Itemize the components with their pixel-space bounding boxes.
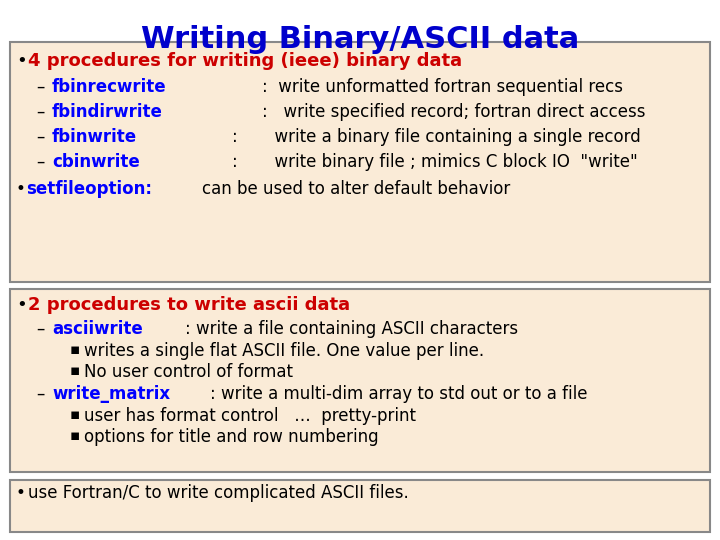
Text: :       write a binary file containing a single record: : write a binary file containing a singl… bbox=[232, 128, 641, 146]
Text: use Fortran/C to write complicated ASCII files.: use Fortran/C to write complicated ASCII… bbox=[28, 484, 409, 502]
Text: ▪: ▪ bbox=[70, 407, 81, 422]
Text: 4 procedures for writing (ieee) binary data: 4 procedures for writing (ieee) binary d… bbox=[28, 52, 462, 70]
Text: •: • bbox=[16, 296, 27, 314]
Text: : write a multi-dim array to std out or to a file: : write a multi-dim array to std out or … bbox=[210, 385, 588, 403]
Text: ▪: ▪ bbox=[70, 342, 81, 357]
Text: ▪: ▪ bbox=[70, 363, 81, 378]
Text: 2 procedures to write ascii data: 2 procedures to write ascii data bbox=[28, 296, 350, 314]
Text: –: – bbox=[36, 103, 45, 121]
Text: setfileoption:: setfileoption: bbox=[26, 180, 152, 198]
Text: :   write specified record; fortran direct access: : write specified record; fortran direct… bbox=[262, 103, 646, 121]
Text: Writing Binary/ASCII data: Writing Binary/ASCII data bbox=[141, 25, 579, 54]
Text: writes a single flat ASCII file. One value per line.: writes a single flat ASCII file. One val… bbox=[84, 342, 484, 360]
Text: can be used to alter default behavior: can be used to alter default behavior bbox=[202, 180, 510, 198]
Text: •: • bbox=[16, 52, 27, 70]
Text: : write a file containing ASCII characters: : write a file containing ASCII characte… bbox=[185, 320, 518, 338]
Text: :  write unformatted fortran sequential recs: : write unformatted fortran sequential r… bbox=[262, 78, 623, 96]
Text: user has format control   …  pretty-print: user has format control … pretty-print bbox=[84, 407, 416, 425]
Text: asciiwrite: asciiwrite bbox=[52, 320, 143, 338]
Text: options for title and row numbering: options for title and row numbering bbox=[84, 428, 379, 446]
Text: –: – bbox=[36, 153, 45, 171]
Text: :       write binary file ; mimics C block IO  "write": : write binary file ; mimics C block IO … bbox=[232, 153, 638, 171]
Text: fbindirwrite: fbindirwrite bbox=[52, 103, 163, 121]
Text: •: • bbox=[16, 180, 26, 198]
Text: –: – bbox=[36, 385, 45, 403]
Text: write_matrix: write_matrix bbox=[52, 385, 170, 403]
Text: •: • bbox=[16, 484, 26, 502]
Text: –: – bbox=[36, 128, 45, 146]
Text: fbinwrite: fbinwrite bbox=[52, 128, 137, 146]
Text: ▪: ▪ bbox=[70, 428, 81, 443]
Text: No user control of format: No user control of format bbox=[84, 363, 293, 381]
Text: fbinrecwrite: fbinrecwrite bbox=[52, 78, 166, 96]
FancyBboxPatch shape bbox=[10, 42, 710, 282]
FancyBboxPatch shape bbox=[10, 289, 710, 472]
Text: cbinwrite: cbinwrite bbox=[52, 153, 140, 171]
Text: –: – bbox=[36, 320, 45, 338]
FancyBboxPatch shape bbox=[10, 480, 710, 532]
Text: –: – bbox=[36, 78, 45, 96]
